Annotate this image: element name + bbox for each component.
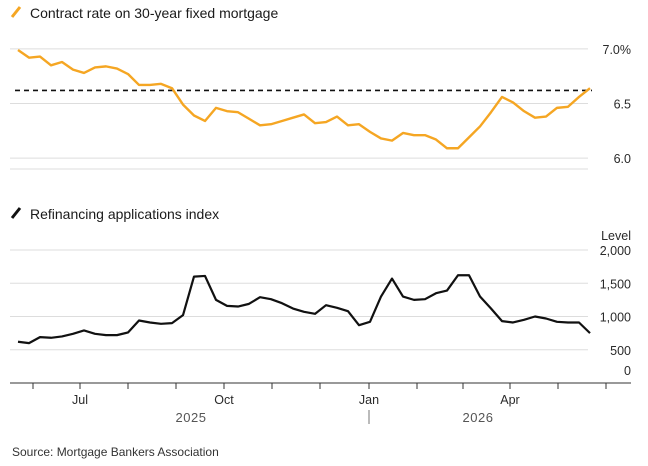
refi-y-tick-label: 2,000 xyxy=(600,244,631,258)
x-tick-label-oct: Oct xyxy=(214,393,234,407)
rate-y-tick-label: 7.0% xyxy=(603,43,632,57)
refi-y-title: Level xyxy=(601,229,631,243)
source-note: Source: Mortgage Bankers Association xyxy=(12,445,219,459)
rate-legend-label: Contract rate on 30-year fixed mortgage xyxy=(30,5,278,21)
x-tick-label-jan: Jan xyxy=(359,393,379,407)
refi-y-tick-label: 0 xyxy=(624,364,631,378)
year-label-2026: 2026 xyxy=(463,410,494,425)
rate-series-line xyxy=(17,49,591,150)
rate-y-tick-label: 6.5 xyxy=(614,98,631,112)
x-tick-label-apr: Apr xyxy=(500,393,519,407)
refi-legend-label: Refinancing applications index xyxy=(30,206,219,222)
rate-y-tick-label: 6.0 xyxy=(614,152,631,166)
refi-y-tick-label: 500 xyxy=(610,344,631,358)
refi-y-tick-label: 1,500 xyxy=(600,277,631,291)
refi-legend-swatch xyxy=(10,207,22,219)
refi-y-tick-label: 1,000 xyxy=(600,311,631,325)
year-label-2025: 2025 xyxy=(176,410,207,425)
refi-series-line xyxy=(17,274,591,345)
x-tick-label-jul: Jul xyxy=(72,393,88,407)
rate-legend-swatch xyxy=(10,6,22,18)
